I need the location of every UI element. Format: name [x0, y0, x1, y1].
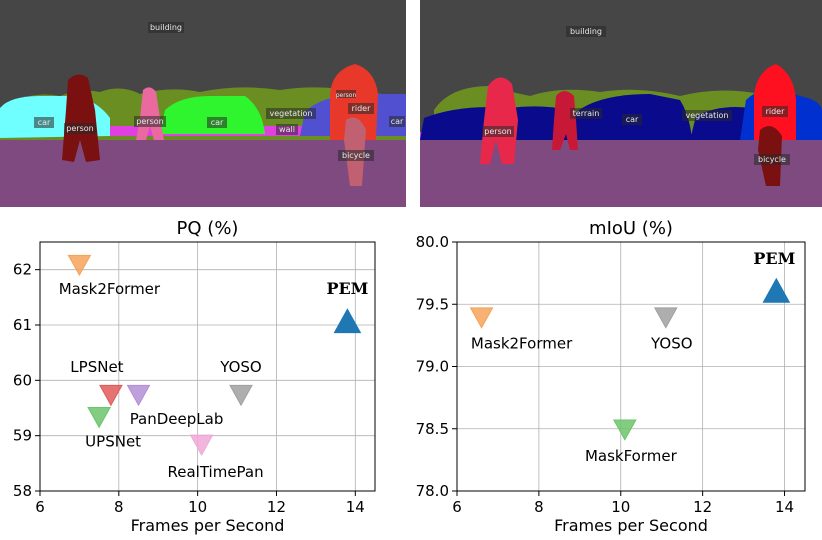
point-label: Mask2Former — [471, 335, 573, 353]
data-point-upsnet — [87, 407, 111, 429]
point-label: PEM — [753, 249, 795, 268]
x-tick-label: 12 — [267, 498, 286, 516]
data-point-pem — [762, 277, 791, 303]
y-tick-label: 79.5 — [416, 295, 449, 313]
seg-label: rider — [766, 107, 786, 116]
charts-area: PQ (%) 6 8 10 12 14 58 59 60 61 62 Frames per Secon… — [13, 218, 806, 535]
y-tick-label: 79.0 — [416, 358, 449, 376]
x-tick-label: 14 — [775, 498, 794, 516]
data-point-pem — [333, 308, 362, 334]
segmentation-image-right: building person terrain car vegetation r… — [420, 0, 822, 207]
seg-label: person — [484, 127, 511, 136]
point-label: YOSO — [650, 335, 692, 353]
data-point-pandeeplab — [126, 384, 151, 407]
y-tick-label: 59 — [13, 427, 32, 445]
data-point-maskformer — [613, 419, 637, 441]
seg-label: bicycle — [758, 155, 786, 164]
seg-label: car — [38, 118, 51, 127]
segmentation-image-left: building car person person car vegetatio… — [0, 0, 406, 207]
point-label: PanDeepLab — [130, 410, 224, 428]
chart-pq: PQ (%) 6 8 10 12 14 58 59 60 61 62 Frames per Secon… — [13, 218, 376, 535]
chart-title: PQ (%) — [177, 218, 239, 239]
point-label: UPSNet — [85, 432, 141, 450]
chart-title: mIoU (%) — [589, 218, 673, 239]
x-tick-label: 10 — [611, 498, 630, 516]
chart-miou: mIoU (%) 6 8 10 12 14 78.0 78.5 79.0 79.5 80.0 Fram… — [416, 218, 806, 535]
point-label: RealTimePan — [168, 463, 264, 481]
seg-label: wall — [279, 125, 295, 134]
seg-label: terrain — [573, 109, 600, 118]
seg-label: vegetation — [269, 109, 312, 118]
seg-label: car — [211, 118, 224, 127]
plot-frame — [39, 241, 376, 492]
x-axis-label: Frames per Second — [554, 516, 708, 535]
seg-label: bicycle — [342, 151, 370, 160]
point-label: YOSO — [219, 358, 261, 376]
x-tick-label: 10 — [188, 498, 207, 516]
y-tick-label: 78.0 — [416, 482, 449, 500]
y-tick-label: 62 — [13, 261, 32, 279]
data-point-yoso — [229, 384, 253, 407]
y-tick-label: 80.0 — [416, 233, 449, 251]
seg-label: rider — [352, 104, 372, 113]
point-label: Mask2Former — [59, 280, 161, 298]
x-tick-label: 6 — [452, 498, 462, 516]
x-tick-label: 8 — [534, 498, 544, 516]
point-label: MaskFormer — [585, 447, 678, 465]
point-label: LPSNet — [70, 358, 123, 376]
segmentation-overlay-right: building person terrain car vegetation r… — [420, 0, 822, 207]
seg-label: person — [336, 92, 357, 99]
y-tick-label: 60 — [13, 371, 32, 389]
y-tick-label: 78.5 — [416, 420, 449, 438]
seg-label: person — [136, 117, 163, 126]
y-tick-label: 58 — [13, 482, 32, 500]
data-point-mask2former — [67, 254, 92, 277]
seg-label: building — [150, 23, 182, 32]
seg-label: building — [570, 27, 602, 36]
x-tick-label: 8 — [114, 498, 124, 516]
x-axis-label: Frames per Second — [131, 516, 285, 535]
point-label: PEM — [326, 279, 368, 298]
y-tick-label: 61 — [13, 316, 32, 334]
x-tick-label: 12 — [693, 498, 712, 516]
data-point-yoso — [653, 307, 678, 329]
seg-label: vegetation — [685, 111, 728, 120]
plot-frame — [456, 241, 806, 492]
x-tick-label: 6 — [35, 498, 45, 516]
seg-label: car — [391, 117, 404, 126]
seg-label: person — [66, 124, 93, 133]
segmentation-overlay-left: building car person person car vegetatio… — [0, 0, 406, 207]
data-point-realtimepan — [189, 434, 214, 456]
data-point-mask2former — [469, 307, 494, 329]
seg-label: car — [626, 115, 639, 124]
x-tick-label: 14 — [346, 498, 365, 516]
data-point-lpsnet — [99, 384, 123, 407]
